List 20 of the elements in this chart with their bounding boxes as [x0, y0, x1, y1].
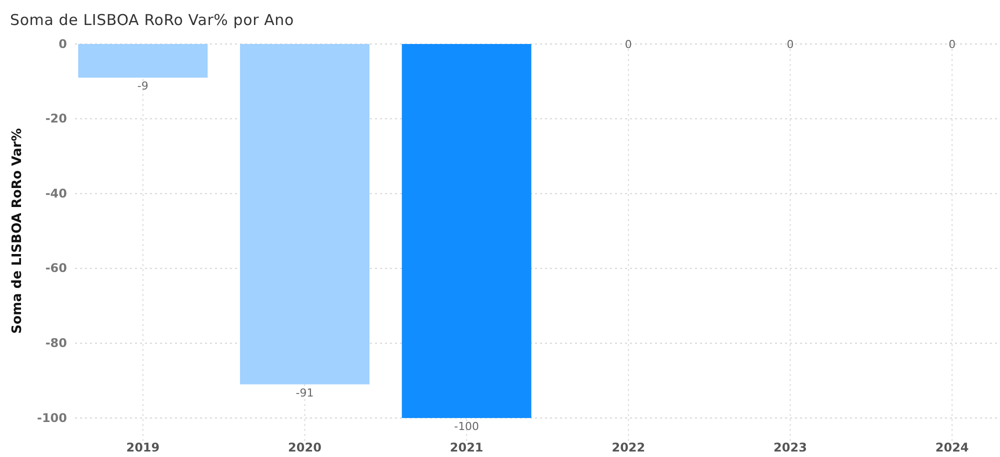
data-label: -91 [296, 386, 314, 400]
x-tick-label: 2023 [774, 440, 807, 455]
x-tick-label: 2024 [935, 440, 969, 455]
x-tick-label: 2020 [288, 440, 322, 455]
data-label: 0 [786, 38, 794, 51]
y-tick-label: -80 [45, 336, 67, 350]
x-tick-label: 2021 [450, 440, 484, 455]
data-label: 0 [624, 38, 632, 51]
data-label: 0 [948, 38, 956, 51]
chart-title: Soma de LISBOA RoRo Var% por Ano [10, 11, 294, 29]
x-tick-label: 2019 [126, 440, 160, 455]
y-tick-label: 0 [58, 36, 67, 51]
y-tick-label: -20 [45, 112, 67, 126]
y-axis-title: Soma de LISBOA RoRo Var% [10, 128, 25, 334]
data-label: -9 [137, 80, 148, 93]
x-tick-label: 2022 [612, 440, 646, 455]
data-label: -100 [454, 420, 480, 433]
y-tick-label: -40 [45, 186, 67, 200]
y-tick-label: -60 [45, 261, 67, 276]
y-tick-label: -100 [36, 410, 67, 425]
